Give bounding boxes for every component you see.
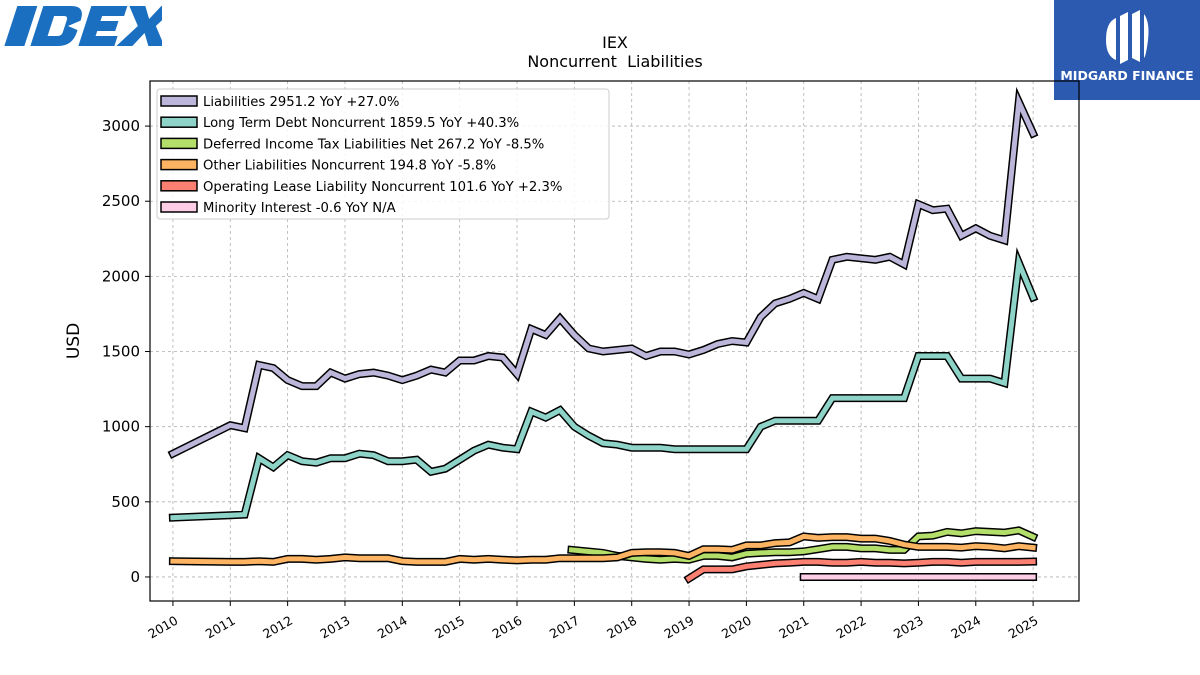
legend-entry: Long Term Debt Noncurrent 1859.5 YoY +40…: [203, 116, 519, 131]
legend-entry: Operating Lease Liability Noncurrent 101…: [203, 180, 562, 195]
series-line-other-liabilities-noncurrent: [170, 533, 1036, 565]
x-tick-label: 2025: [1006, 613, 1041, 642]
x-tick-label: 2010: [145, 613, 180, 642]
legend-swatch: [160, 116, 198, 128]
legend-entry: Liabilities 2951.2 YoY +27.0%: [203, 95, 399, 110]
x-tick-label: 2012: [260, 613, 295, 642]
y-tick-label: 2000: [102, 267, 140, 285]
legend-entry: Minority Interest -0.6 YoY N/A: [203, 201, 396, 216]
plot-frame: [149, 80, 1080, 602]
x-tick-label: 2023: [891, 613, 926, 642]
x-tick-label: 2017: [547, 613, 582, 642]
legend-entry: Deferred Income Tax Liabilities Net 267.…: [203, 137, 544, 152]
legend-swatch: [160, 95, 198, 107]
x-tick-label: 2022: [834, 613, 869, 642]
y-tick-label: 2500: [102, 192, 140, 210]
chart-subtitle: Noncurrent Liabilities: [527, 52, 702, 71]
x-tick-label: 2013: [317, 613, 352, 642]
series-lines: [167, 86, 1039, 585]
series-line-operating-lease-liability-noncurrent: [685, 559, 1036, 582]
chart-title: IEX: [602, 33, 628, 52]
y-tick-label: 1500: [102, 343, 140, 361]
x-tick-label: 2019: [661, 613, 696, 642]
y-tick-label: 1000: [102, 418, 140, 436]
x-tick-label: 2016: [489, 613, 524, 642]
legend-box: [156, 88, 610, 220]
y-axis-label: USD: [64, 323, 84, 359]
y-tick-label: 500: [111, 493, 140, 511]
midgard-finance-wordmark: MIDGARD FINANCE: [1060, 68, 1194, 83]
x-tick-label: 2014: [375, 613, 410, 642]
x-tick-label: 2018: [604, 613, 639, 642]
series-line-deferred-income-tax-liabilities-net: [568, 527, 1037, 563]
x-tick-label: 2024: [948, 613, 983, 642]
legend-entry: Other Liabilities Noncurrent 194.8 YoY -…: [203, 159, 496, 174]
legend-swatch: [160, 180, 198, 192]
idex-logo: [4, 6, 162, 46]
y-tick-label: 3000: [102, 117, 140, 135]
series-line-liabilities: [169, 92, 1037, 458]
x-tick-label: 2015: [432, 613, 467, 642]
legend-swatch: [160, 158, 198, 171]
legend-swatch: [160, 137, 198, 150]
legend: Liabilities 2951.2 YoY +27.0% Long Term D…: [156, 88, 610, 220]
y-tick-label: 0: [130, 568, 140, 586]
midgard-emblem-icon: [1106, 10, 1149, 64]
midgard-finance-logo: MIDGARD FINANCE: [1054, 0, 1200, 100]
x-tick-label: 2020: [719, 613, 754, 642]
series-line-long-term-debt-noncurrent: [170, 252, 1037, 521]
series-outline-long-term-debt-noncurrent: [168, 247, 1039, 522]
x-tick-label: 2021: [776, 613, 811, 642]
x-tick-label: 2011: [203, 613, 238, 642]
legend-swatch: [160, 201, 198, 213]
